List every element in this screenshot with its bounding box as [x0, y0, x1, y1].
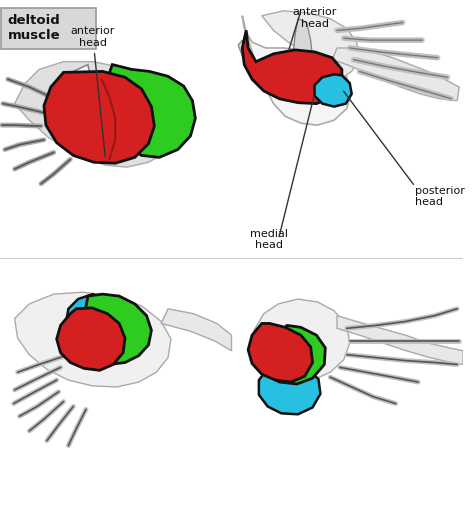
Polygon shape — [259, 363, 320, 414]
Polygon shape — [76, 294, 151, 365]
Polygon shape — [242, 16, 352, 125]
Text: medial
head: medial head — [250, 229, 288, 250]
Polygon shape — [15, 292, 171, 387]
Polygon shape — [252, 299, 350, 382]
Polygon shape — [242, 30, 342, 104]
Polygon shape — [49, 64, 90, 120]
Polygon shape — [238, 40, 272, 91]
FancyBboxPatch shape — [1, 8, 96, 49]
Polygon shape — [161, 309, 231, 351]
Polygon shape — [258, 325, 325, 384]
Text: anterior
head: anterior head — [292, 7, 337, 28]
Polygon shape — [15, 62, 181, 167]
Polygon shape — [315, 74, 352, 107]
Polygon shape — [293, 19, 312, 91]
Polygon shape — [248, 323, 312, 382]
Polygon shape — [44, 72, 155, 163]
Polygon shape — [337, 316, 463, 365]
Text: deltoid
muscle: deltoid muscle — [8, 14, 61, 42]
Polygon shape — [332, 48, 459, 101]
Polygon shape — [66, 294, 113, 335]
Text: anterior
head: anterior head — [71, 26, 115, 157]
Polygon shape — [57, 308, 125, 370]
Text: posterior
head: posterior head — [415, 185, 465, 207]
Polygon shape — [106, 64, 195, 158]
Polygon shape — [262, 11, 359, 79]
